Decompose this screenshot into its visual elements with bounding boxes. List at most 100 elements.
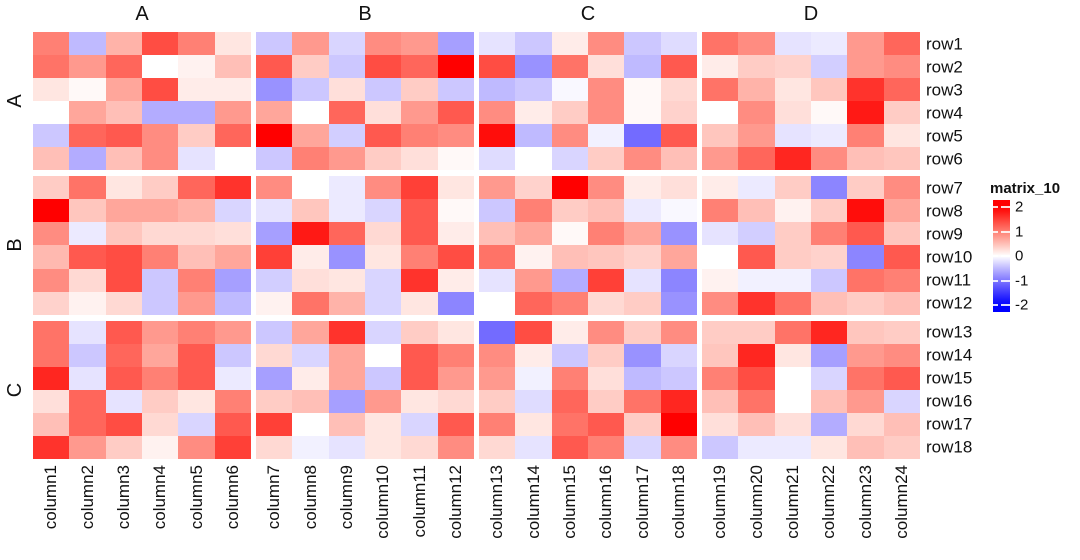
heatmap-cell	[479, 412, 516, 436]
heatmap-cell	[479, 124, 516, 148]
legend-tick-dash	[1001, 255, 1010, 257]
heatmap-block-r2-c2	[479, 320, 697, 459]
heatmap-cell	[364, 268, 402, 292]
heatmap-cell	[437, 366, 474, 390]
heatmap-cell	[883, 343, 920, 367]
heatmap-cell	[141, 222, 179, 246]
legend-tick-dash	[993, 304, 998, 306]
heatmap-cell	[214, 222, 251, 246]
heatmap-cell	[847, 101, 884, 125]
heatmap-cell	[178, 389, 215, 413]
heatmap-cell	[883, 124, 920, 148]
heatmap-cell	[551, 176, 588, 200]
heatmap-cell	[33, 320, 70, 344]
heatmap-cell	[69, 32, 106, 56]
heatmap-cell	[883, 245, 920, 269]
heatmap-cell	[702, 176, 739, 200]
heatmap-cell	[33, 412, 70, 436]
heatmap-cell	[328, 366, 365, 390]
heatmap-cell	[883, 222, 920, 246]
row-label-row1: row1	[926, 34, 963, 54]
row-label-row4: row4	[926, 103, 963, 123]
heatmap-block-r2-c0	[33, 320, 251, 459]
heatmap-cell	[105, 343, 142, 367]
heatmap-cell	[587, 147, 625, 171]
heatmap-cell	[401, 176, 438, 200]
heatmap-cell	[587, 245, 625, 269]
heatmap-cell	[810, 366, 848, 390]
heatmap-cell	[328, 124, 365, 148]
heatmap-cell	[702, 78, 739, 102]
heatmap-cell	[587, 412, 625, 436]
heatmap-cell	[214, 176, 251, 200]
heatmap-cell	[738, 245, 775, 269]
heatmap-cell	[624, 320, 661, 344]
heatmap-cell	[551, 412, 588, 436]
heatmap-cell	[256, 124, 293, 148]
heatmap-cell	[105, 32, 142, 56]
heatmap-cell	[660, 32, 697, 56]
heatmap-cell	[292, 101, 329, 125]
heatmap-cell	[401, 199, 438, 223]
column-label-column22: column22	[819, 464, 839, 539]
heatmap-cell	[660, 124, 697, 148]
heatmap-cell	[256, 199, 293, 223]
heatmap-cell	[105, 78, 142, 102]
heatmap-cell	[178, 222, 215, 246]
heatmap-cell	[810, 222, 848, 246]
heatmap-cell	[256, 101, 293, 125]
heatmap-cell	[702, 320, 739, 344]
heatmap-cell	[551, 32, 588, 56]
heatmap-cell	[624, 101, 661, 125]
heatmap-cell	[178, 176, 215, 200]
heatmap-cell	[33, 435, 70, 459]
heatmap-cell	[178, 320, 215, 344]
heatmap-cell	[660, 343, 697, 367]
heatmap-cell	[401, 366, 438, 390]
heatmap-cell	[178, 55, 215, 79]
heatmap-cell	[774, 32, 811, 56]
heatmap-cell	[292, 366, 329, 390]
heatmap-cell	[141, 147, 179, 171]
heatmap-cell	[515, 343, 552, 367]
heatmap-cell	[141, 389, 179, 413]
heatmap-cell	[551, 268, 588, 292]
heatmap-cell	[292, 291, 329, 315]
heatmap-cell	[479, 199, 516, 223]
heatmap-cell	[847, 245, 884, 269]
heatmap-cell	[587, 32, 625, 56]
heatmap-cell	[141, 176, 179, 200]
heatmap-cell	[883, 176, 920, 200]
heatmap-cell	[105, 101, 142, 125]
heatmap-cell	[883, 291, 920, 315]
heatmap-cell	[364, 366, 402, 390]
heatmap-cell	[437, 199, 474, 223]
heatmap-cell	[702, 245, 739, 269]
heatmap-cell	[178, 435, 215, 459]
heatmap-cell	[551, 291, 588, 315]
heatmap-cell	[328, 412, 365, 436]
heatmap-cell	[774, 245, 811, 269]
heatmap-cell	[328, 435, 365, 459]
heatmap-cell	[328, 176, 365, 200]
heatmap-block-r1-c0	[33, 176, 251, 315]
heatmap-cell	[660, 245, 697, 269]
heatmap-cell	[105, 55, 142, 79]
heatmap-cell	[437, 147, 474, 171]
column-label-column7: column7	[264, 464, 284, 530]
heatmap-cell	[738, 389, 775, 413]
heatmap-cell	[69, 320, 106, 344]
heatmap-cell	[738, 412, 775, 436]
heatmap-cell	[624, 412, 661, 436]
heatmap-cell	[479, 222, 516, 246]
heatmap-cell	[437, 32, 474, 56]
heatmap-cell	[69, 412, 106, 436]
heatmap-cell	[810, 32, 848, 56]
row-label-row10: row10	[926, 247, 973, 267]
heatmap-cell	[401, 124, 438, 148]
heatmap-cell	[847, 147, 884, 171]
heatmap-cell	[515, 222, 552, 246]
heatmap-cell	[810, 268, 848, 292]
heatmap-cell	[587, 320, 625, 344]
column-label-column10: column10	[373, 464, 393, 539]
